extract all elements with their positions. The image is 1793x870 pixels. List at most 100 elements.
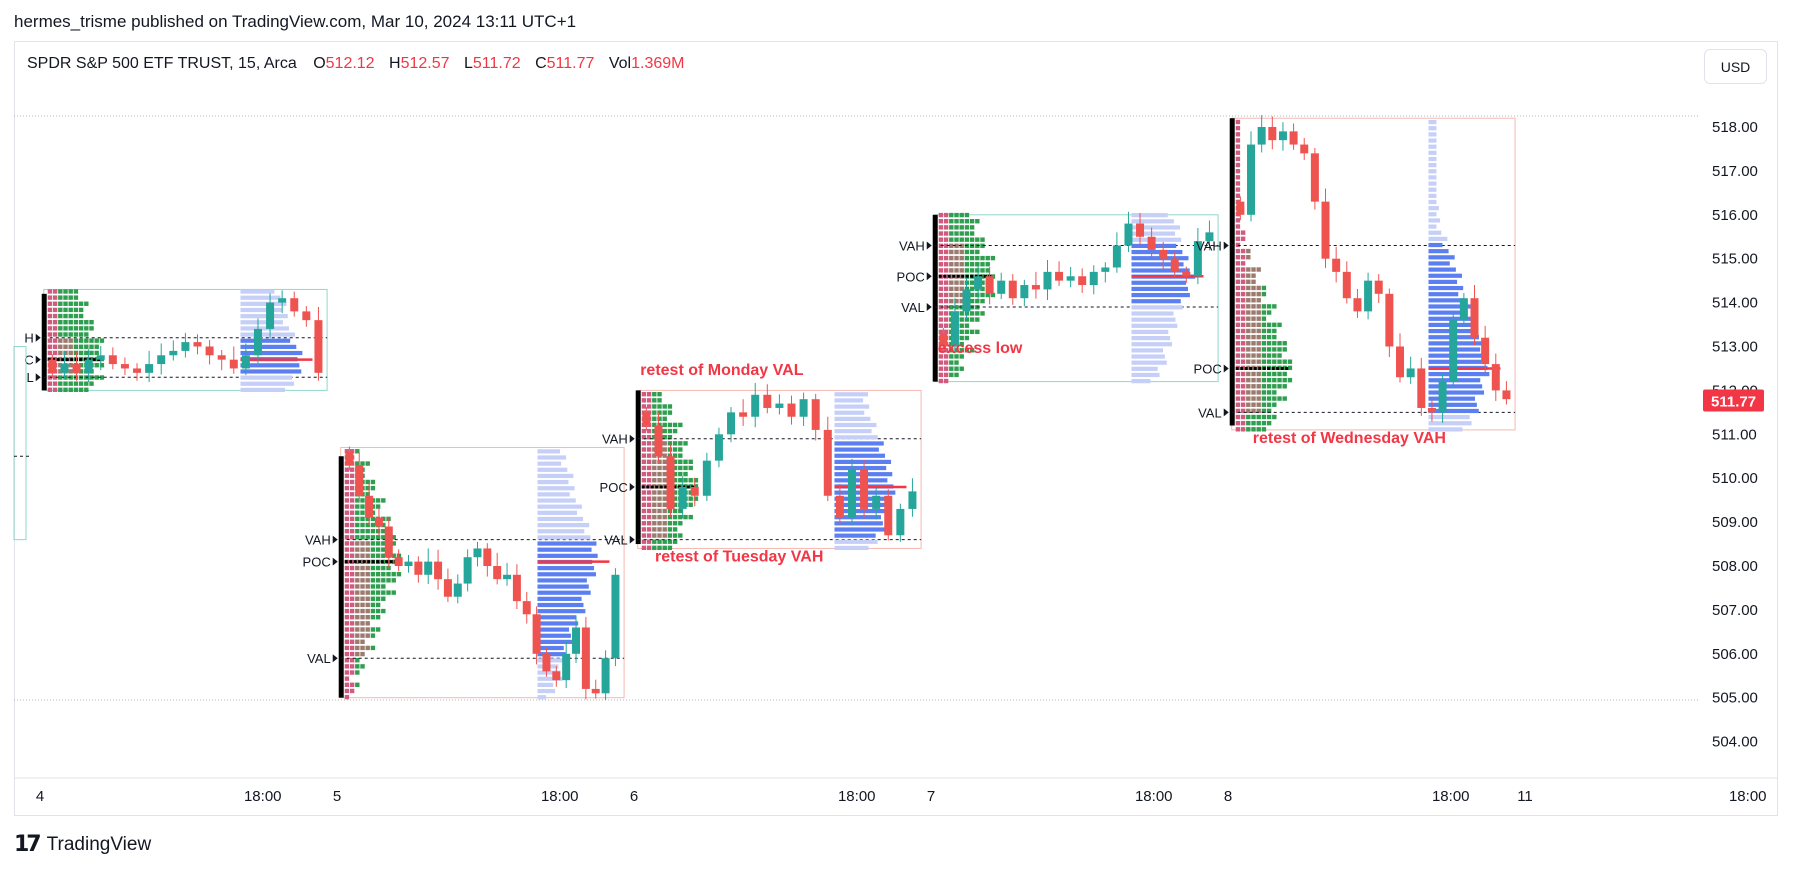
tpo-cell (1235, 193, 1241, 198)
tpo-cell (1261, 347, 1267, 352)
volume-profile-bar (1131, 225, 1180, 230)
tradingview-brand[interactable]: 17 TradingView (14, 832, 151, 857)
tpo-cell (667, 410, 673, 415)
tpo-cell (662, 514, 667, 520)
tpo-cell (954, 305, 959, 310)
volume-profile-bar (834, 459, 892, 464)
tpo-cell (52, 344, 58, 349)
symbol-title[interactable]: SPDR S&P 500 ETF TRUST, 15, Arca (27, 55, 297, 72)
tpo-cell (1266, 371, 1272, 377)
tpo-cell (360, 553, 365, 558)
tpo-cell (1261, 341, 1267, 346)
tpo-cell (1235, 236, 1241, 241)
close-value: 511.77 (546, 55, 595, 72)
volume-value: 1.369M (631, 55, 685, 72)
candle-body (1112, 245, 1121, 268)
tpo-cell (1261, 402, 1267, 407)
tpo-cell (365, 627, 370, 632)
tpo-cell (1251, 316, 1256, 321)
tpo-cell (662, 459, 667, 464)
tpo-cell (370, 596, 376, 601)
volume-profile-bar (537, 535, 591, 540)
volume-profile-bar (240, 387, 285, 392)
tpo-cell (344, 467, 350, 472)
ohlc-legend: SPDR S&P 500 ETF TRUST, 15, Arca O512.12… (27, 55, 694, 73)
tpo-cell (355, 559, 360, 565)
tpo-cell (657, 422, 662, 428)
volume-profile-bar (834, 435, 878, 440)
volume-profile-bar (537, 449, 560, 454)
tpo-cell (381, 565, 386, 571)
tpo-cell (949, 255, 954, 261)
tpo-cell (63, 387, 68, 392)
tpo-cell (641, 471, 647, 477)
tpo-cell (980, 268, 985, 273)
tpo-cell (949, 305, 954, 310)
tpo-cell (980, 298, 985, 304)
volume-profile-bar (1131, 323, 1178, 328)
tpo-cell (1256, 304, 1261, 309)
candle-body (1193, 241, 1202, 277)
tpo-cell (1246, 279, 1251, 285)
tpo-cell (938, 360, 944, 365)
tpo-cell (365, 645, 370, 651)
tpo-cell (662, 508, 667, 514)
volume-profile-bar (537, 578, 587, 583)
candle-body (1427, 407, 1436, 413)
tpo-cell (355, 658, 360, 663)
tpo-cell (1266, 414, 1272, 420)
tpo-cell (949, 348, 954, 353)
tpo-cell (344, 651, 350, 657)
tpo-cell (1272, 371, 1277, 377)
volume-profile-bar (834, 527, 885, 532)
tpo-cell (344, 522, 350, 528)
tpo-cell (355, 633, 360, 638)
session-box (1231, 117, 1516, 431)
tpo-cell (84, 301, 89, 306)
tpo-cell (641, 459, 647, 464)
tpo-cell (355, 547, 360, 552)
tpo-cell (1282, 341, 1287, 346)
candle-body (145, 364, 154, 373)
tpo-cell (1282, 396, 1287, 401)
tpo-cell (1277, 359, 1282, 364)
volume-profile-bar (834, 545, 869, 551)
tpo-cell (1282, 359, 1287, 364)
volume-profile-bar (834, 429, 872, 434)
tpo-cell (355, 590, 360, 595)
candle-body (1278, 131, 1287, 141)
candle-body (1066, 276, 1075, 281)
candle-body (394, 557, 403, 566)
candle-body (1406, 368, 1415, 378)
volume-profile-bar (1131, 329, 1169, 335)
tpo-cell (58, 369, 63, 374)
tpo-cell (365, 578, 370, 583)
volume-profile-bar (1428, 384, 1483, 389)
volume-profile-bar (1428, 353, 1487, 358)
tpo-cell (652, 447, 657, 452)
tpo-cell (52, 313, 58, 319)
y-tick-label: 517.00 (1712, 163, 1758, 180)
tpo-cell (47, 387, 53, 392)
tpo-cell (381, 553, 386, 558)
tpo-cell (355, 498, 360, 503)
tpo-cell (667, 508, 673, 514)
tpo-cell (662, 521, 667, 526)
tpo-cell (959, 292, 964, 298)
tpo-cell (1240, 285, 1246, 291)
tpo-cell (1256, 353, 1261, 358)
tpo-cell (94, 344, 99, 349)
tpo-cell (78, 363, 84, 368)
volume-profile-bar (1131, 342, 1173, 347)
tpo-cell (386, 590, 391, 595)
tpo-cell (84, 344, 89, 349)
tpo-cell (964, 335, 970, 341)
tpo-cell (344, 670, 350, 675)
tpo-cell (1256, 396, 1261, 401)
tpo-cell (370, 516, 376, 522)
tpo-cell (94, 375, 99, 380)
y-tick-label: 516.00 (1712, 207, 1758, 224)
tpo-cell (1240, 248, 1246, 254)
currency-button[interactable]: USD (1704, 49, 1767, 84)
